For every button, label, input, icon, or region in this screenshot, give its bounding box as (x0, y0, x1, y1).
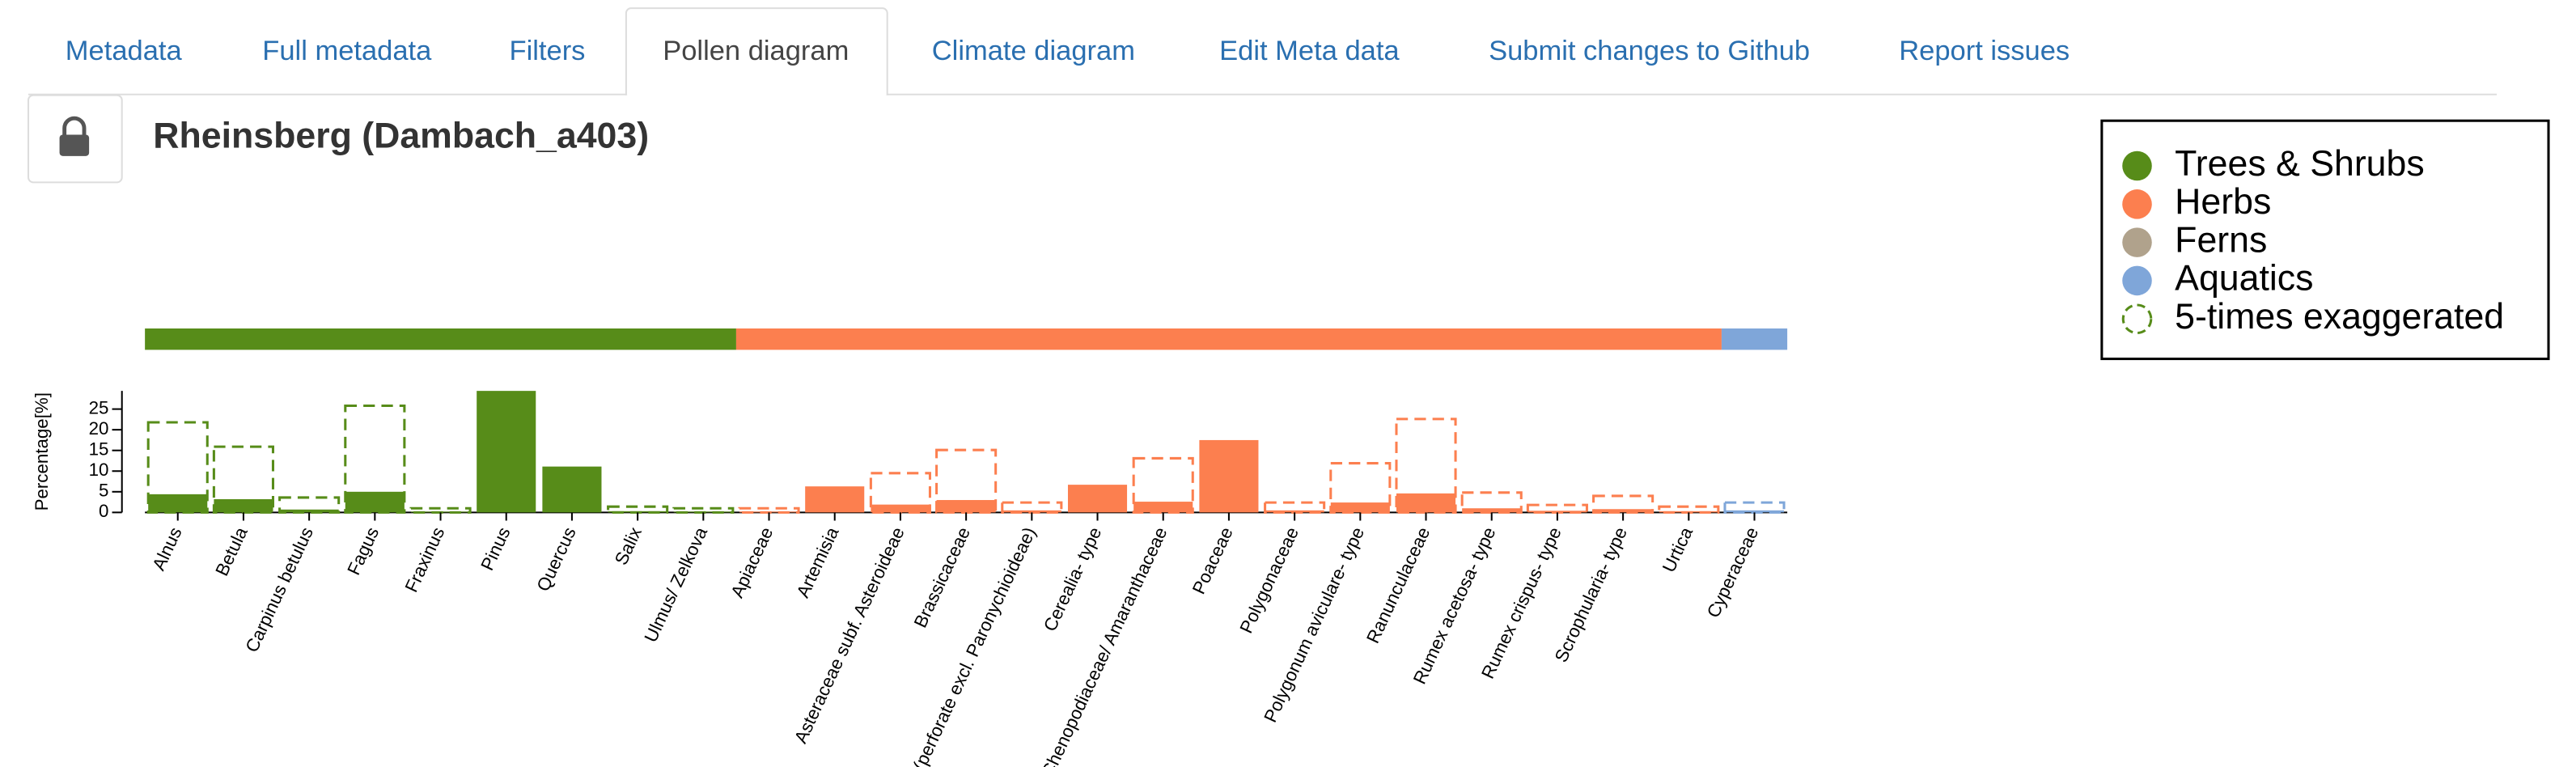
bar (279, 509, 339, 513)
bar (871, 504, 930, 513)
legend-label: Trees & Shrubs (2175, 144, 2424, 184)
tab[interactable]: Edit Meta data (1219, 36, 1400, 66)
legend-marker (2122, 189, 2152, 219)
tab[interactable]: Climate diagram (932, 36, 1135, 66)
group-strip (1721, 328, 1788, 350)
bar (936, 500, 996, 513)
y-tick-label: 5 (99, 481, 108, 501)
exaggerated-bar (1592, 494, 1654, 514)
x-tick-label: Brassicaceae (910, 524, 974, 631)
bar (1396, 493, 1456, 513)
exaggerated-bar (1132, 456, 1194, 514)
x-tick-label: Quercus (533, 524, 580, 595)
bar (148, 494, 208, 513)
legend-label: Ferns (2175, 220, 2267, 260)
bar (214, 499, 273, 513)
bar (542, 466, 602, 513)
group-strip (145, 328, 736, 350)
tab[interactable]: Pollen diagram (663, 36, 849, 66)
y-tick-label: 0 (99, 501, 108, 521)
exaggerated-bar (1526, 503, 1588, 514)
bar (1330, 502, 1390, 513)
bar (345, 491, 405, 513)
x-tick-label: Ulmus/ Zelkova (641, 523, 712, 645)
x-tick-label: Ranunculaceae (1362, 524, 1434, 646)
tab[interactable]: Report issues (1899, 36, 2070, 66)
legend-label: 5-times exaggerated (2175, 297, 2504, 337)
y-tick-label: 10 (89, 460, 109, 480)
legend-label: Aquatics (2175, 259, 2313, 299)
x-tick-label: Cyperaceae (1703, 524, 1763, 621)
x-tick-label: Apiaceae (727, 524, 777, 601)
site-title: Rheinsberg (Dambach_a403) (153, 116, 649, 155)
y-tick-label: 25 (89, 398, 109, 418)
legend-marker (2122, 227, 2152, 257)
legend-marker (2121, 303, 2153, 334)
bar (1593, 509, 1653, 513)
legend-marker (2122, 150, 2152, 181)
legend-marker (2122, 265, 2152, 296)
exaggerated-bar (278, 496, 341, 514)
exaggerated-bar (344, 405, 406, 514)
bar (477, 391, 536, 513)
x-tick-label: Scrophularia- type (1551, 524, 1631, 666)
x-tick-label: Carpinus betulus (242, 524, 317, 655)
tab[interactable]: Metadata (66, 36, 183, 66)
group-strip (735, 328, 1722, 350)
y-axis-label: Percentage[%] (32, 392, 52, 511)
legend-label: Herbs (2175, 182, 2271, 222)
exaggerated-bar (607, 505, 669, 514)
x-tick-label: Fagus (343, 524, 383, 578)
legend-box (2100, 119, 2550, 361)
bar (1133, 502, 1193, 513)
exaggerated-bar (1329, 462, 1392, 514)
exaggerated-bar (1658, 505, 1720, 514)
x-tick-label: Artemisia (793, 523, 843, 600)
x-tick-label: Pinus (477, 524, 514, 574)
tab[interactable]: Full metadata (262, 36, 432, 66)
bar (1462, 508, 1522, 513)
x-tick-label: Urtica (1659, 523, 1697, 575)
x-tick-label: Polygonaceae (1236, 524, 1303, 637)
x-tick-label: Fraxinus (401, 524, 449, 595)
x-tick-label: Alnus (148, 524, 185, 574)
bar (1067, 485, 1128, 513)
y-tick-label: 20 (89, 418, 109, 439)
lock-icon (59, 116, 90, 156)
x-tick-label: Salix (611, 524, 646, 568)
x-tick-label: Chenopodiaceae/ Amaranthaceae (1037, 524, 1171, 767)
bar (805, 486, 865, 513)
tab[interactable]: Filters (510, 36, 586, 66)
x-tick-label: Betula (211, 523, 252, 578)
y-tick-label: 15 (89, 439, 109, 460)
x-tick-label: Poaceae (1188, 524, 1237, 597)
active-tab (625, 7, 888, 95)
bar (1199, 439, 1259, 513)
tab[interactable]: Submit changes to Github (1489, 36, 1810, 66)
exaggerated-bar (146, 421, 209, 514)
x-tick-label: Cerealia- type (1040, 524, 1105, 634)
